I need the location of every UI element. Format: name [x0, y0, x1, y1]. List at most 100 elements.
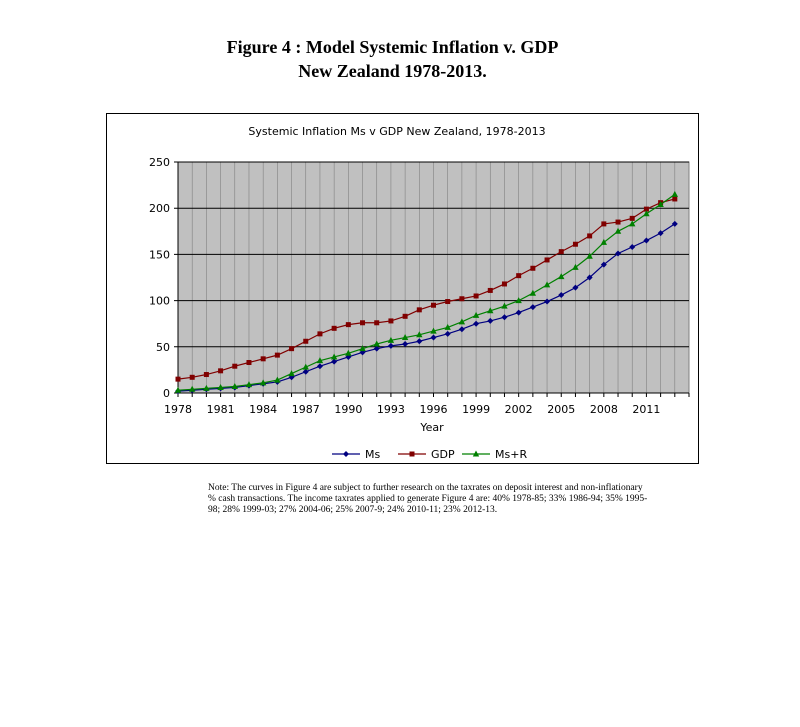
data-point-ms-r — [543, 281, 551, 288]
data-point-gdp — [388, 318, 394, 324]
legend-marker-ms — [343, 451, 349, 457]
legend: Ms GDP Ms+R — [332, 448, 527, 461]
data-point-gdp — [175, 376, 181, 382]
data-point-gdp — [629, 215, 635, 221]
x-tick-label: 1978 — [164, 403, 192, 416]
data-point-gdp — [572, 241, 578, 247]
data-point-ms — [586, 274, 593, 281]
data-point-ms-r — [600, 238, 608, 245]
series-ms-r — [174, 190, 679, 393]
data-point-ms-r — [458, 318, 466, 325]
data-point-gdp — [289, 346, 295, 352]
data-point-gdp — [587, 233, 593, 239]
data-point-ms-r — [302, 363, 309, 370]
data-point-ms — [529, 304, 536, 311]
data-point-ms-r — [671, 190, 679, 197]
series-gdp — [175, 196, 678, 382]
data-point-ms-r — [444, 323, 451, 330]
data-point-gdp — [643, 206, 649, 212]
legend-label-ms-r: Ms+R — [495, 448, 527, 461]
x-tick-label: 1981 — [207, 403, 235, 416]
data-point-gdp — [516, 273, 522, 279]
figure-note: Note: The curves in Figure 4 are subject… — [208, 483, 648, 515]
data-point-gdp — [416, 307, 422, 313]
y-tick-label: 150 — [149, 248, 170, 261]
data-point-ms — [444, 330, 451, 337]
data-point-ms — [572, 284, 579, 291]
data-point-gdp — [672, 196, 678, 202]
legend-marker-gdp — [409, 451, 415, 457]
data-point-ms — [430, 334, 437, 341]
data-point-ms — [600, 261, 607, 268]
data-point-gdp — [303, 338, 309, 344]
data-point-ms-r — [217, 383, 224, 390]
figure-title-line2: New Zealand 1978-2013. — [298, 61, 487, 81]
data-point-ms — [544, 298, 551, 305]
series-line-ms-r — [177, 193, 676, 391]
data-point-gdp — [374, 320, 380, 326]
data-point-ms — [458, 326, 465, 333]
y-axis-ticks: 0 50 100 150 200 250 — [149, 156, 170, 400]
data-point-ms — [558, 292, 565, 299]
data-point-ms-r — [401, 334, 409, 341]
data-point-ms — [402, 341, 409, 348]
data-point-gdp — [487, 287, 493, 293]
data-point-ms-r — [614, 227, 622, 234]
data-point-ms — [671, 220, 678, 227]
data-point-ms — [316, 363, 323, 370]
data-point-ms-r — [259, 379, 267, 386]
data-point-gdp — [274, 352, 280, 358]
data-point-ms-r — [359, 345, 366, 352]
data-point-gdp — [360, 320, 366, 326]
x-axis-label: Year — [419, 421, 444, 434]
x-tick-label: 1999 — [462, 403, 490, 416]
data-point-ms — [416, 338, 423, 345]
data-point-ms-r — [174, 386, 182, 393]
data-point-ms-r — [487, 307, 494, 314]
data-point-ms — [657, 230, 664, 237]
data-point-gdp — [189, 374, 195, 380]
y-tick-label: 0 — [163, 387, 170, 400]
y-tick-label: 200 — [149, 202, 170, 215]
data-point-ms-r — [316, 357, 324, 364]
data-point-gdp — [331, 325, 337, 331]
data-point-ms-r — [472, 311, 480, 318]
data-point-ms-r — [274, 376, 281, 383]
x-tick-label: 1996 — [420, 403, 448, 416]
data-point-ms — [387, 342, 394, 349]
data-point-ms — [501, 314, 508, 321]
figure-title-line1: Figure 4 : Model Systemic Inflation v. G… — [226, 37, 559, 57]
data-point-ms-r — [373, 340, 380, 347]
data-point-ms-r — [558, 273, 565, 280]
data-point-ms-r — [529, 289, 537, 296]
data-point-ms — [487, 317, 494, 324]
chart-title: Systemic Inflation Ms v GDP New Zealand,… — [248, 125, 545, 138]
x-tick-label: 2008 — [590, 403, 618, 416]
data-point-gdp — [218, 368, 224, 374]
x-tick-label: 1984 — [249, 403, 277, 416]
data-point-ms-r — [643, 210, 650, 217]
data-point-ms — [373, 345, 380, 352]
data-point-ms — [643, 237, 650, 244]
data-point-ms — [473, 320, 480, 327]
data-point-ms-r — [203, 384, 210, 391]
data-point-ms — [615, 250, 622, 257]
y-tick-label: 100 — [149, 295, 170, 308]
data-point-ms — [515, 309, 522, 316]
data-point-gdp — [203, 372, 209, 378]
data-point-gdp — [601, 221, 607, 227]
data-point-gdp — [317, 331, 323, 337]
data-point-gdp — [246, 360, 252, 366]
data-point-ms-r — [629, 220, 636, 227]
x-tick-label: 1987 — [292, 403, 320, 416]
series-layer — [174, 190, 679, 395]
data-point-ms — [629, 244, 636, 251]
data-point-ms-r — [501, 302, 508, 309]
x-axis-ticks: 1978 1981 1984 1987 1990 1993 1996 1999 2002 2005… — [164, 393, 690, 416]
data-point-gdp — [232, 363, 238, 369]
line-chart: Systemic Inflation Ms v GDP New Zealand,… — [149, 125, 690, 461]
legend-label-gdp: GDP — [431, 448, 455, 461]
data-point-ms-r — [515, 297, 522, 304]
x-tick-label: 2011 — [632, 403, 660, 416]
data-point-gdp — [459, 296, 465, 302]
